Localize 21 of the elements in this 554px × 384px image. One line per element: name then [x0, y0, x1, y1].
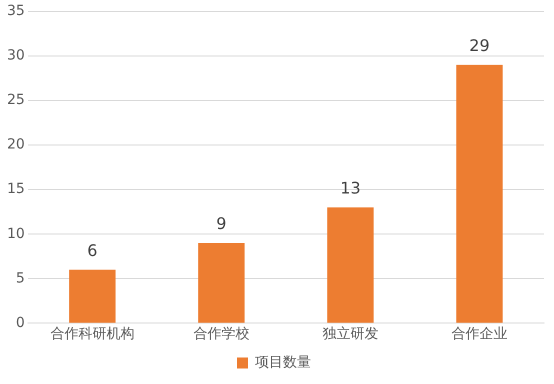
x-tick-label: 合作企业 [451, 326, 508, 342]
data-label: 29 [469, 36, 490, 56]
y-tick-label: 10 [6, 226, 25, 242]
y-tick-label: 20 [6, 136, 25, 153]
legend-label: 项目数量 [255, 354, 311, 371]
y-tick-label: 5 [16, 270, 25, 286]
bar [327, 207, 374, 323]
x-tick-label: 独立研发 [322, 326, 378, 342]
y-tick-label: 30 [6, 48, 25, 64]
bar [198, 243, 245, 323]
bar [69, 270, 116, 323]
y-tick-label: 15 [6, 181, 25, 198]
y-tick-label: 35 [6, 3, 25, 20]
y-tick-label: 25 [6, 92, 25, 108]
x-tick-label: 合作科研机构 [50, 326, 134, 342]
y-tick-label: 0 [16, 314, 25, 331]
data-label: 9 [216, 214, 226, 234]
data-label: 6 [87, 240, 98, 260]
x-tick-label: 合作学校 [193, 326, 250, 342]
data-label: 13 [340, 178, 361, 198]
bar [456, 64, 503, 323]
